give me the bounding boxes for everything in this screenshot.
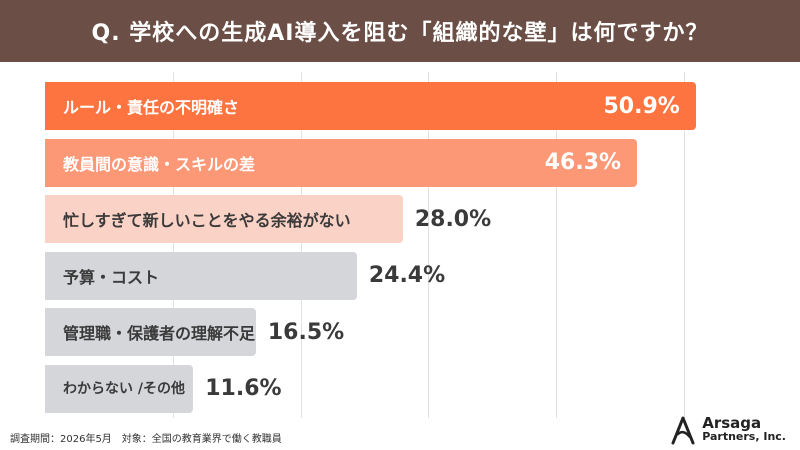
company-logo: Arsaga Partners, Inc. xyxy=(670,410,786,450)
bar xyxy=(45,308,256,356)
logo-name: Arsaga xyxy=(702,414,762,432)
bar-value-label: 11.6% xyxy=(205,376,282,401)
bar xyxy=(45,364,194,413)
bar-value-label: 28.0% xyxy=(414,206,492,232)
bar xyxy=(45,251,357,300)
bar-category-label: 忙しすぎて新しいことをやる余裕がない xyxy=(63,211,351,230)
chart-header: Q. 学校への生成AI導入を阻む「組織的な壁」は何ですか？ xyxy=(0,0,800,62)
gridline xyxy=(428,72,429,418)
gridline xyxy=(556,72,557,418)
bar xyxy=(45,138,637,187)
bar-chart: ルール・責任の不明確さ 50.9% 教員間の意識・スキルの差 46.3% 忙しすぎて新し… xyxy=(0,62,800,418)
bar-category-label: 管理職・保護者の理解不足 xyxy=(63,324,256,343)
bar-category-label: 予算・コスト xyxy=(63,267,160,287)
gridline xyxy=(301,72,302,418)
bar xyxy=(45,195,403,243)
gridline xyxy=(173,72,174,418)
footer: 調査期間：2026年5月 対象：全国の教育業界で働く教職員 Arsaga Par… xyxy=(0,416,800,450)
survey-footnote: 調査期間：2026年5月 対象：全国の教育業界で働く教職員 xyxy=(10,434,282,445)
gridline xyxy=(684,72,685,418)
bar-value-label: 46.3% xyxy=(544,150,622,175)
bar-category-label: ルール・責任の不明確さ xyxy=(63,98,240,117)
bar-category-label: わからない /その他 xyxy=(63,380,185,397)
arsaga-logo-icon xyxy=(671,416,695,445)
bar-value-label: 16.5% xyxy=(267,319,345,345)
bar-category-label: 教員間の意識・スキルの差 xyxy=(63,154,256,174)
bar-value-label: 50.9% xyxy=(603,93,680,119)
logo-subtitle: Partners, Inc. xyxy=(702,430,786,443)
chart-title: Q. 学校への生成AI導入を阻む「組織的な壁」は何ですか？ xyxy=(91,21,709,46)
bar xyxy=(45,82,696,130)
bar-value-label: 24.4% xyxy=(368,263,446,288)
